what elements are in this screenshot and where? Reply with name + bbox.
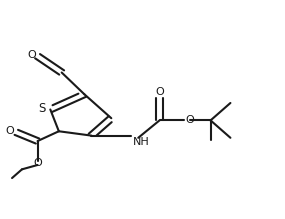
Text: O: O — [185, 115, 194, 125]
Text: NH: NH — [133, 137, 149, 147]
Text: O: O — [155, 87, 164, 97]
Text: O: O — [33, 158, 42, 168]
Text: O: O — [6, 126, 15, 136]
Text: O: O — [27, 50, 36, 60]
Text: S: S — [38, 102, 46, 115]
